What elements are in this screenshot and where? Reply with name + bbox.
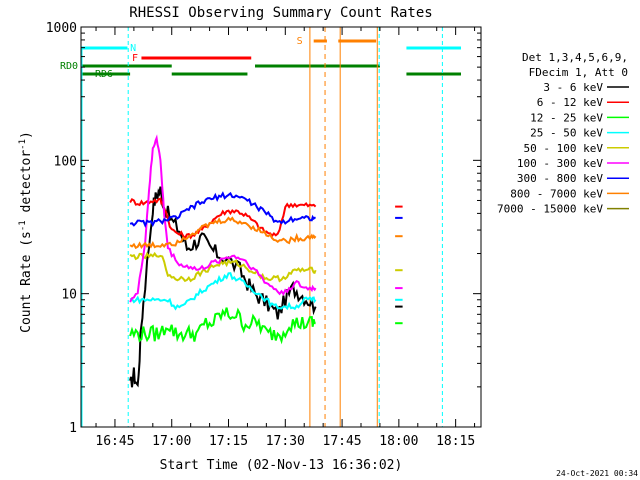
flag-f-label: F — [132, 53, 138, 64]
x-tick-label: 17:45 — [323, 434, 362, 449]
flag-rd6-label: RD6 — [95, 69, 113, 80]
y-tick-label: 100 — [54, 154, 77, 169]
series-line-4 — [129, 251, 317, 283]
flag-s-label: S — [297, 36, 303, 47]
y-axis-label: Count Rate (s-1 detector-1) — [18, 131, 34, 333]
x-tick-label: 16:45 — [95, 434, 134, 449]
y-tick-label: 1000 — [46, 21, 77, 36]
plot-frame — [80, 26, 482, 428]
legend-label: 6 - 12 keV — [537, 96, 604, 109]
legend-label: 7000 - 15000 keV — [497, 203, 603, 216]
y-tick-label: 1 — [69, 421, 77, 436]
flag-rd0-label: RD0 — [60, 61, 78, 72]
legend-label: 3 - 6 keV — [543, 81, 603, 94]
x-tick-label: 18:00 — [379, 434, 418, 449]
axes: 16:45 17:00 17:15 17:30 17:45 18:00 18:15 1 10 10… — [46, 21, 482, 449]
series-line-5 — [129, 134, 317, 303]
chart-title: RHESSI Observing Summary Count Rates — [129, 5, 432, 21]
flag-n-label: N — [130, 43, 136, 54]
attenuator-flag-bars: NF S RD0 RD6 — [60, 27, 461, 427]
legend: 3 - 6 keV 6 - 12 keV 12 - 25 keV 25 - 50 ke… — [497, 81, 629, 216]
legend-label: 12 - 25 keV — [530, 111, 603, 124]
x-axis-label: Start Time (02-Nov-13 16:36:02) — [160, 458, 403, 473]
legend-label: 25 - 50 keV — [530, 127, 603, 140]
footer-date: 24-Oct-2021 00:34 — [556, 469, 638, 478]
x-tick-label: 17:30 — [266, 434, 305, 449]
legend-header-line-2: FDecim 1, Att 0 — [529, 66, 628, 79]
series-line-2 — [129, 307, 316, 345]
x-tick-label: 17:00 — [152, 434, 191, 449]
series-line-3 — [129, 272, 317, 311]
data-series — [129, 134, 403, 388]
x-tick-label: 17:15 — [209, 434, 248, 449]
legend-label: 100 - 300 keV — [517, 157, 603, 170]
legend-label: 300 - 800 keV — [517, 172, 603, 185]
legend-header-line-1: Det 1,3,4,5,6,9, — [522, 51, 628, 64]
legend-label: 800 - 7000 keV — [510, 187, 603, 200]
y-tick-label: 10 — [61, 288, 77, 303]
legend-label: 50 - 100 keV — [524, 142, 604, 155]
series-line-7 — [129, 216, 317, 250]
series-line-6 — [129, 191, 316, 228]
series-line-1 — [129, 197, 317, 240]
x-tick-label: 18:15 — [436, 434, 475, 449]
series-line-0 — [129, 186, 317, 388]
